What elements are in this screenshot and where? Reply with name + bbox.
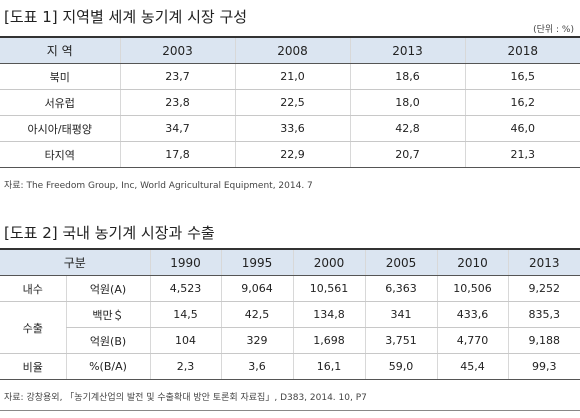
value-cell: 20,7 [349, 141, 465, 168]
table-title: [도표 2] 국내 농기계 시장과 수출 [4, 224, 215, 242]
value-cell: 134,8 [292, 301, 365, 328]
table-title: [도표 1] 지역별 세계 농기계 시장 구성 [4, 8, 248, 26]
value-cell: 14,5 [149, 301, 221, 328]
value-cell: 1,698 [292, 327, 365, 354]
row-label: 타지역 [0, 141, 120, 168]
row: 타지역 17,8 22,9 20,7 21,3 [0, 141, 580, 168]
value-cell: 16,1 [292, 353, 365, 380]
header-cell: 1990 [149, 248, 221, 276]
value-cell: 16,2 [464, 89, 580, 116]
header-cell: 2013 [507, 248, 580, 276]
source-note: 자료: 강창용외, 「농기계산업의 발전 및 수출확대 방안 토론회 자료집」,… [4, 393, 367, 403]
value-cell: 22,5 [234, 89, 350, 116]
header-cell: 2013 [349, 36, 465, 64]
divider [0, 410, 580, 411]
unit-cell: %(B/A) [65, 353, 150, 380]
table: 지 역 2003 2008 2013 2018 북미 23,7 21,0 18,6 16,5 서유럽… [0, 36, 580, 168]
header-cell: 2000 [292, 248, 365, 276]
header-cell: 1995 [220, 248, 293, 276]
value-cell: 329 [220, 327, 293, 354]
header-cell: 구분 [0, 248, 150, 276]
header-cell: 2003 [119, 36, 235, 64]
value-cell: 433,6 [436, 301, 508, 328]
group-label: 내수 [0, 275, 66, 302]
value-cell: 42,8 [349, 115, 465, 142]
value-cell: 3,751 [364, 327, 437, 354]
header-cell: 지 역 [0, 36, 120, 64]
row: 아시아/태평양 34,7 33,6 42,8 46,0 [0, 115, 580, 142]
row: 북미 23,7 21,0 18,6 16,5 [0, 63, 580, 90]
value-cell: 17,8 [119, 141, 235, 168]
row: 억원(B) 104 329 1,698 3,751 4,770 9,188 [0, 327, 580, 354]
value-cell: 33,6 [234, 115, 350, 142]
header-cell: 2005 [364, 248, 437, 276]
row: 수출 백만＄ 14,5 42,5 134,8 341 433,6 835,3 [0, 301, 580, 354]
row-label: 아시아/태평양 [0, 115, 120, 142]
header-cell: 2008 [234, 36, 350, 64]
unit-note: (단위 : %) [533, 25, 574, 35]
value-cell: 45,4 [436, 353, 508, 380]
value-cell: 21,3 [464, 141, 580, 168]
value-cell: 341 [364, 301, 437, 328]
value-cell: 4,523 [149, 275, 221, 302]
value-cell: 42,5 [220, 301, 293, 328]
group-label: 수출 [0, 301, 66, 354]
source-note: 자료: The Freedom Group, Inc, World Agricu… [4, 181, 313, 191]
table: 구분 1990 1995 2000 2005 2010 2013 내수 억원(A) 4,523 9,… [0, 248, 580, 380]
row: 비율 %(B/A) 2,3 3,6 16,1 59,0 45,4 99,3 [0, 353, 580, 380]
value-cell: 59,0 [364, 353, 437, 380]
unit-cell: 백만＄ [65, 301, 150, 328]
unit-cell: 억원(A) [65, 275, 150, 302]
value-cell: 10,561 [292, 275, 365, 302]
value-cell: 104 [149, 327, 221, 354]
value-cell: 9,188 [507, 327, 580, 354]
value-cell: 9,252 [507, 275, 580, 302]
value-cell: 10,506 [436, 275, 508, 302]
row: 내수 억원(A) 4,523 9,064 10,561 6,363 10,506 9,252 [0, 275, 580, 302]
value-cell: 4,770 [436, 327, 508, 354]
value-cell: 18,6 [349, 63, 465, 90]
value-cell: 21,0 [234, 63, 350, 90]
value-cell: 23,8 [119, 89, 235, 116]
value-cell: 2,3 [149, 353, 221, 380]
value-cell: 3,6 [220, 353, 293, 380]
header-row: 지 역 2003 2008 2013 2018 [0, 36, 580, 64]
header-cell: 2018 [464, 36, 580, 64]
row-label: 서유럽 [0, 89, 120, 116]
row-label: 북미 [0, 63, 120, 90]
value-cell: 6,363 [364, 275, 437, 302]
group-label: 비율 [0, 353, 66, 380]
row: 서유럽 23,8 22,5 18,0 16,2 [0, 89, 580, 116]
value-cell: 835,3 [507, 301, 580, 328]
value-cell: 46,0 [464, 115, 580, 142]
unit-cell: 억원(B) [65, 327, 150, 354]
value-cell: 22,9 [234, 141, 350, 168]
value-cell: 34,7 [119, 115, 235, 142]
header-row: 구분 1990 1995 2000 2005 2010 2013 [0, 248, 580, 276]
value-cell: 18,0 [349, 89, 465, 116]
value-cell: 23,7 [119, 63, 235, 90]
value-cell: 99,3 [507, 353, 580, 380]
header-cell: 2010 [436, 248, 508, 276]
value-cell: 9,064 [220, 275, 293, 302]
value-cell: 16,5 [464, 63, 580, 90]
